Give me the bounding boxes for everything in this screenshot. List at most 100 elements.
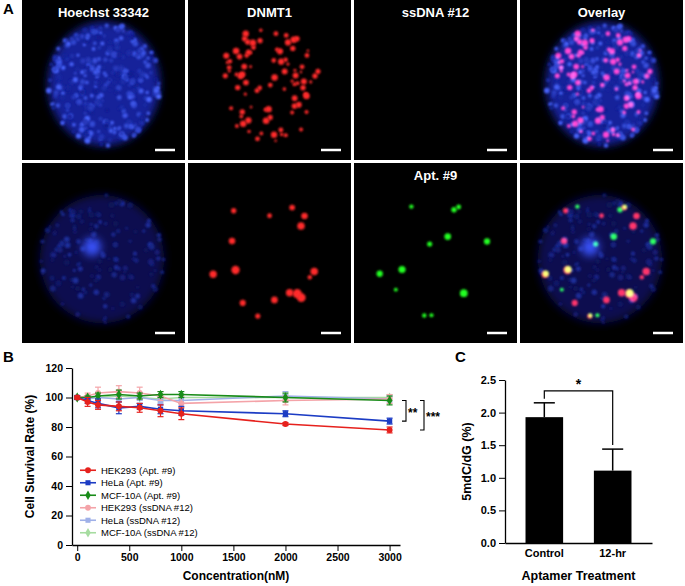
nucleus-texture bbox=[595, 100, 598, 103]
tick: 0.5 bbox=[481, 504, 505, 516]
nucleus-texture bbox=[144, 104, 147, 107]
nucleus-texture bbox=[590, 58, 595, 63]
nucleus-texture bbox=[631, 252, 635, 256]
nucleus-texture bbox=[627, 240, 630, 243]
nucleus-texture bbox=[147, 112, 150, 115]
nucleus-texture bbox=[157, 237, 162, 242]
image-content bbox=[46, 22, 161, 148]
signal-dot bbox=[294, 36, 299, 41]
bar bbox=[526, 417, 564, 543]
signal-dot bbox=[242, 31, 248, 37]
nucleus-texture bbox=[90, 94, 94, 98]
error-bar-cap bbox=[95, 400, 101, 401]
signal-dot bbox=[603, 58, 608, 63]
nucleus-texture bbox=[651, 87, 657, 93]
signal-dot bbox=[559, 59, 564, 64]
nucleus-texture bbox=[569, 95, 573, 99]
signal-dot bbox=[284, 133, 288, 137]
nucleus-texture bbox=[85, 131, 88, 134]
legend-marker bbox=[85, 491, 90, 500]
signal-dot bbox=[398, 266, 405, 273]
nucleus-texture bbox=[119, 36, 123, 40]
error-bar-cap bbox=[95, 398, 101, 399]
signal-dot bbox=[235, 85, 240, 90]
nucleus-texture bbox=[110, 121, 114, 125]
column-label: Hoechst 33342 bbox=[58, 5, 149, 20]
signal-dot bbox=[582, 40, 589, 47]
nucleus-texture bbox=[120, 79, 125, 84]
signal-dot bbox=[377, 271, 383, 277]
signal-dot bbox=[624, 103, 630, 109]
signal-dot bbox=[300, 85, 305, 90]
signal-dot bbox=[563, 266, 571, 274]
signal-dot bbox=[290, 111, 294, 115]
signal-dot bbox=[632, 85, 637, 90]
nucleus-texture bbox=[548, 63, 551, 66]
signal-dot bbox=[572, 121, 578, 127]
nucleus-texture bbox=[93, 42, 96, 45]
background bbox=[0, 0, 685, 586]
signal-dot bbox=[291, 80, 294, 83]
error-bar-cap bbox=[137, 403, 143, 404]
tick-label: 40 bbox=[51, 480, 63, 492]
nucleus-texture bbox=[153, 87, 159, 93]
nucleus-texture bbox=[132, 257, 136, 261]
nucleus-texture bbox=[107, 257, 110, 260]
nucleus-texture bbox=[113, 81, 116, 84]
nucleus-texture bbox=[569, 218, 573, 222]
nucleus-texture bbox=[150, 50, 154, 54]
error-bar-stem bbox=[612, 449, 614, 471]
tick: 12-hr bbox=[599, 547, 627, 559]
nucleus-texture bbox=[128, 84, 131, 87]
nucleus-texture bbox=[660, 258, 663, 261]
nucleus-texture bbox=[139, 115, 144, 120]
nucleus-texture bbox=[571, 227, 574, 230]
tick: Control bbox=[525, 547, 564, 559]
marker bbox=[178, 390, 184, 400]
error-bar bbox=[95, 399, 101, 408]
error-bar bbox=[387, 427, 393, 433]
row-label: Apt. #9 bbox=[414, 168, 457, 183]
nucleus-texture bbox=[79, 210, 84, 215]
nucleus-texture bbox=[119, 132, 124, 137]
nucleus-texture bbox=[621, 271, 624, 274]
signal-dot bbox=[264, 108, 268, 112]
signal-dot bbox=[257, 86, 262, 91]
nucleus-texture bbox=[66, 108, 69, 111]
tick: 2500 bbox=[326, 545, 350, 563]
marker bbox=[283, 393, 289, 403]
nucleus-texture bbox=[115, 27, 120, 32]
signal-dot bbox=[312, 73, 317, 78]
nucleus-texture bbox=[116, 85, 122, 91]
error-bar-cap bbox=[602, 448, 623, 450]
nucleus-texture bbox=[121, 55, 125, 59]
error-bar bbox=[85, 398, 91, 407]
signal-dot bbox=[623, 80, 626, 83]
nucleus-texture bbox=[135, 127, 141, 133]
legend-label: MCF-10A (ssDNA #12) bbox=[101, 527, 198, 538]
marker bbox=[74, 395, 80, 401]
nucleus-texture bbox=[647, 244, 653, 250]
signal-dot bbox=[427, 241, 432, 246]
nucleus-texture bbox=[593, 67, 597, 71]
signal-dot bbox=[560, 288, 564, 292]
nucleus-texture bbox=[652, 77, 657, 82]
nucleus-texture bbox=[564, 42, 568, 46]
signal-dot bbox=[237, 73, 243, 79]
nucleus-texture bbox=[616, 126, 619, 129]
nucleus-texture bbox=[607, 89, 610, 92]
nucleus-texture bbox=[572, 251, 575, 254]
nucleus-texture bbox=[604, 143, 608, 147]
nucleus-texture bbox=[550, 106, 554, 110]
nucleus-texture bbox=[132, 88, 137, 93]
signal-dot bbox=[251, 45, 256, 50]
tick-label: 60 bbox=[51, 450, 63, 462]
signal-dot bbox=[607, 47, 611, 51]
nucleus-texture bbox=[642, 248, 647, 253]
nucleus-texture bbox=[624, 314, 629, 319]
nucleus-texture bbox=[66, 42, 70, 46]
tick-label: 0 bbox=[57, 539, 63, 551]
nucleus-texture bbox=[60, 121, 64, 125]
nucleus-texture bbox=[559, 91, 563, 95]
marker bbox=[282, 421, 288, 427]
